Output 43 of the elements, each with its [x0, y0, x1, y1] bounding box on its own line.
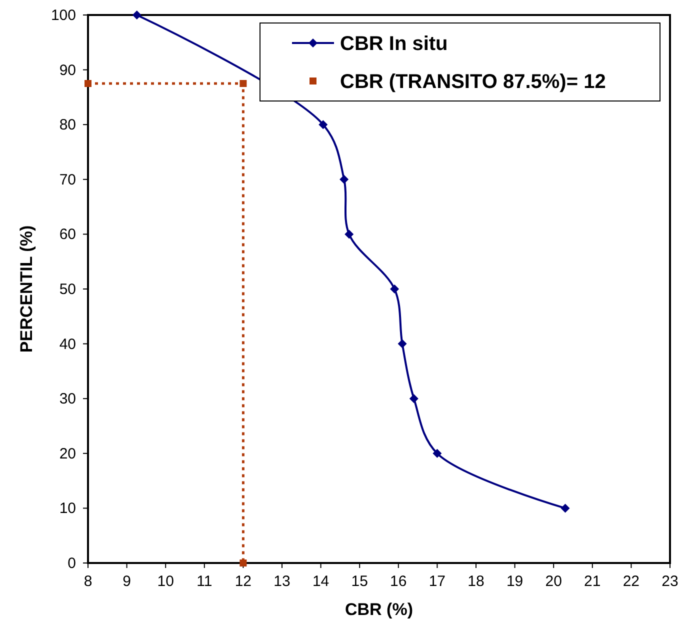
- x-tick-label: 9: [122, 573, 131, 590]
- x-tick-label: 18: [468, 573, 484, 590]
- x-tick-label: 16: [390, 573, 407, 590]
- point: [409, 394, 418, 404]
- legend-label: CBR In situ: [340, 33, 448, 55]
- y-tick-label: 70: [59, 171, 76, 188]
- point: [398, 339, 407, 348]
- point: [560, 504, 570, 513]
- x-tick-label: 11: [196, 573, 212, 590]
- x-tick-label: 23: [662, 573, 678, 590]
- point: [318, 120, 328, 130]
- legend-label: CBR (TRANSITO 87.5%)= 12: [340, 71, 606, 93]
- x-axis-title: CBR (%): [345, 600, 413, 619]
- point: [240, 560, 247, 566]
- x-tick-label: 22: [622, 573, 640, 590]
- point: [240, 80, 247, 87]
- y-tick-label: 30: [59, 390, 76, 408]
- y-tick-label: 90: [59, 62, 76, 79]
- x-tick-label: 12: [234, 573, 252, 590]
- y-tick-label: 0: [68, 555, 76, 572]
- x-tick-label: 19: [506, 573, 524, 590]
- x-tick-label: 21: [584, 573, 601, 590]
- y-tick-label: 10: [59, 500, 76, 518]
- x-tick-label: 20: [545, 573, 562, 590]
- point: [340, 174, 349, 184]
- y-tick-label: 20: [59, 445, 76, 462]
- point: [344, 230, 354, 239]
- x-tick-label: 17: [428, 573, 446, 590]
- point: [84, 80, 92, 87]
- x-tick-label: 8: [84, 573, 92, 590]
- x-tick-label: 15: [351, 573, 368, 590]
- y-tick-label: 60: [59, 226, 76, 244]
- point: [432, 448, 442, 458]
- y-axis-title: PERCENTIL (%): [17, 225, 36, 353]
- y-tick-label: 100: [50, 7, 76, 24]
- y-tick-label: 50: [59, 281, 76, 298]
- y-tick-label: 40: [59, 336, 76, 353]
- point: [132, 10, 142, 20]
- y-tick-label: 80: [59, 116, 76, 134]
- point: [390, 284, 400, 294]
- x-tick-label: 13: [274, 573, 290, 590]
- x-tick-label: 10: [157, 573, 174, 590]
- x-tick-label: 14: [312, 573, 330, 590]
